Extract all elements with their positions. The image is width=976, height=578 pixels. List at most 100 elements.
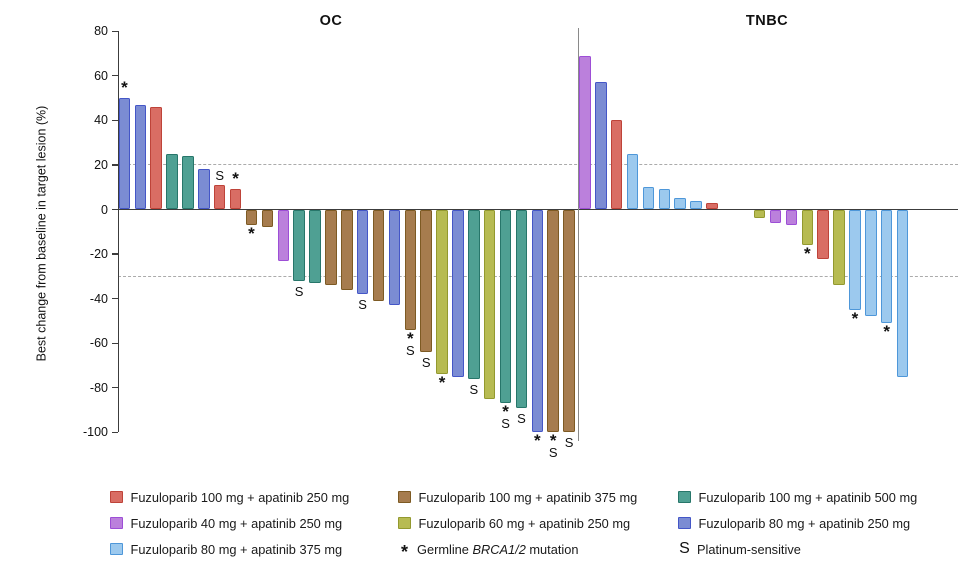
y-tick-label: -100 [82,425,108,440]
legend-swatch-icon [110,490,123,504]
reference-line-20 [118,164,958,166]
legend-item: Fuzuloparib 60 mg + apatinib 250 mg [398,513,630,533]
bar [769,209,782,223]
brca-mutation-marker: * [883,322,890,342]
legend-label: Germline BRCA1/2 mutation [417,541,579,557]
platinum-sensitive-marker: S [517,410,526,426]
bar [595,82,607,210]
legend-label: Platinum-sensitive [697,541,801,557]
bar [150,106,162,210]
legend-item: * Germline BRCA1/2 mutation [398,539,579,562]
platinum-sensitive-marker: S [421,355,431,371]
legend-item: Fuzuloparib 40 mg + apatinib 250 mg [110,513,342,533]
bar [626,153,639,210]
y-axis-tick [112,30,118,32]
y-axis-tick [112,342,118,344]
s-symbol-icon: S [679,540,690,557]
y-tick-label: -20 [89,247,108,262]
bar [452,209,464,377]
y-axis-tick [112,431,118,434]
legend-label: Fuzuloparib 80 mg + apatinib 375 mg [130,541,343,557]
y-tick-label: 40 [94,113,108,128]
y-axis-tick [112,119,118,122]
bar [610,120,623,210]
platinum-sensitive-marker: S [501,416,510,432]
bar [531,209,544,433]
platinum-sensitive-marker: S [294,283,304,299]
bar [499,209,512,404]
bar [134,104,147,210]
legend-swatch-icon [398,490,411,504]
legend-label: Fuzuloparib 40 mg + apatinib 250 mg [130,515,343,531]
legend-swatch-icon [110,516,123,530]
y-axis-line [118,31,120,433]
legend-item: Fuzuloparib 100 mg + apatinib 500 mg [678,487,917,507]
brca-mutation-marker: * [851,308,859,328]
brca-mutation-marker: * [232,169,239,189]
y-axis-tick [112,253,118,255]
bar [229,189,242,210]
zero-baseline [118,208,958,211]
bar [245,209,258,226]
brca-mutation-marker: * [502,402,509,422]
legend-label: Fuzuloparib 100 mg + apatinib 250 mg [130,489,350,505]
bar [896,209,909,377]
bar [801,209,814,246]
platinum-sensitive-marker: S [469,381,479,397]
bar [436,209,448,375]
bar [420,209,432,353]
y-axis-tick [112,387,118,389]
brca-mutation-marker: * [406,328,414,348]
platinum-sensitive-marker: S [405,342,415,358]
y-axis-tick [112,298,118,300]
y-tick-label: 0 [101,202,108,217]
y-tick-label: 80 [94,24,108,39]
legend-label: Fuzuloparib 60 mg + apatinib 250 mg [418,515,631,531]
bar [325,209,337,286]
y-tick-label: -60 [89,336,108,351]
y-tick-label: -80 [89,380,108,395]
legend-item: Fuzuloparib 100 mg + apatinib 250 mg [110,487,349,507]
bar [515,209,528,408]
oc-panel-title: OC [319,13,343,29]
bar [547,209,559,433]
legend: Fuzuloparib 100 mg + apatinib 250 mg Fuzu… [0,480,976,575]
bar [198,169,210,210]
legend-swatch-icon [678,516,691,530]
brca-mutation-marker: * [248,224,255,244]
bar [356,209,369,295]
bar [341,209,353,290]
bar [642,187,655,210]
y-axis-tick [112,75,118,77]
platinum-sensitive-marker: S [358,297,367,313]
y-axis-tick [112,164,118,166]
legend-swatch-icon [398,516,411,530]
legend-label: Fuzuloparib 80 mg + apatinib 250 mg [698,515,911,531]
platinum-sensitive-marker: S [564,435,574,451]
bar [468,209,480,379]
bar [865,209,877,317]
brca-mutation-marker: * [803,244,811,264]
y-axis-tick [112,208,118,211]
brca-mutation-marker: * [438,373,446,393]
legend-label: Fuzuloparib 100 mg + apatinib 375 mg [418,489,638,505]
platinum-sensitive-marker: S [215,167,225,183]
brca-mutation-marker: * [534,431,541,451]
bar [213,184,226,210]
legend-label: Fuzuloparib 100 mg + apatinib 500 mg [698,489,918,505]
bar [277,209,289,261]
bar [785,209,798,226]
bar [118,98,131,210]
legend-item: Fuzuloparib 80 mg + apatinib 250 mg [678,513,910,533]
bar [579,55,591,210]
legend-item: S Platinum-sensitive [678,539,801,559]
y-tick-label: 60 [94,68,108,83]
bar [817,209,829,259]
bar [166,153,178,210]
y-tick-label: 20 [94,157,108,172]
bar [182,156,194,210]
brca-mutation-marker: * [121,78,128,98]
bar [388,209,401,306]
y-tick-label: -40 [89,291,108,306]
